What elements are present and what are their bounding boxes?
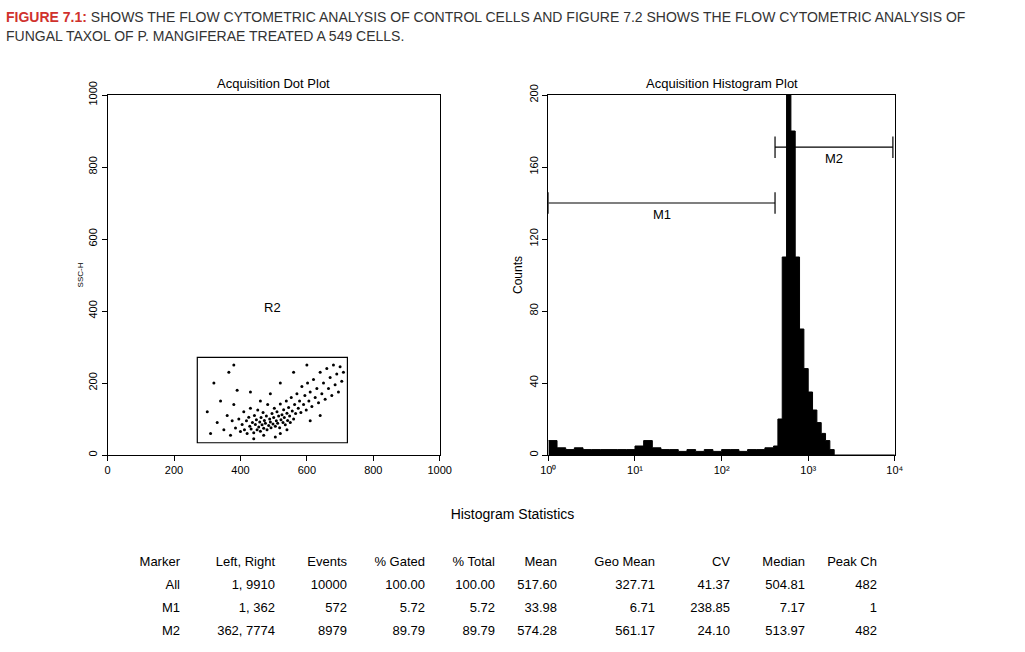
html-text:7.17: 7.17 (779, 600, 805, 615)
html-text:41.37: 41.37 (697, 577, 730, 592)
html-text:M2: M2 (161, 623, 180, 638)
svg-text:M1: M1 (653, 207, 671, 222)
html-text:Histogram Statistics: Histogram Statistics (450, 506, 575, 522)
html-text:8979: 8979 (318, 623, 347, 638)
html-text:6.71: 6.71 (629, 600, 655, 615)
svg-text:0: 0 (528, 450, 540, 456)
svg-text:0: 0 (87, 450, 99, 456)
svg-text:10⁰: 10⁰ (540, 464, 556, 476)
html-text:FIGURE 7.1: SHOWS THE FLOW CYT: FIGURE 7.1: SHOWS THE FLOW CYTOMETRIC AN… (6, 9, 966, 44)
html-text:1, 362: 1, 362 (238, 600, 275, 615)
html-text:5.72: 5.72 (469, 600, 495, 615)
html-text:Events: Events (307, 554, 347, 569)
html-text:Left, Right: Left, Right (215, 554, 275, 569)
svg-text:200: 200 (87, 372, 99, 390)
svg-text:R2: R2 (264, 300, 281, 315)
html-text:Marker: Marker (139, 554, 180, 569)
svg-text:Counts: Counts (511, 256, 525, 294)
html-text:Peak Ch: Peak Ch (827, 554, 877, 569)
html-text:561.17: 561.17 (615, 623, 655, 638)
html-text:100.00: 100.00 (385, 577, 425, 592)
svg-text:10¹: 10¹ (627, 464, 643, 476)
svg-text:10⁴: 10⁴ (886, 464, 903, 476)
svg-text:800: 800 (364, 464, 382, 476)
html-text:327.71: 327.71 (615, 577, 655, 592)
html-text:504.81: 504.81 (765, 577, 805, 592)
svg-text:0: 0 (105, 464, 111, 476)
html-text:% Total: % Total (452, 554, 495, 569)
svg-text:40: 40 (528, 375, 540, 387)
svg-text:160: 160 (528, 156, 540, 174)
html-text:100.00: 100.00 (455, 577, 495, 592)
svg-text:80: 80 (528, 303, 540, 315)
svg-text:200: 200 (165, 464, 183, 476)
html-text:10000: 10000 (310, 577, 347, 592)
html-text:482: 482 (855, 623, 877, 638)
svg-text:600: 600 (87, 228, 99, 246)
html-text:238.85: 238.85 (690, 600, 730, 615)
html-text:1: 1 (869, 600, 877, 615)
html-text:24.10: 24.10 (697, 623, 730, 638)
html-text:517.60: 517.60 (517, 577, 557, 592)
svg-text:400: 400 (87, 300, 99, 318)
html-text:1, 9910: 1, 9910 (231, 577, 275, 592)
html-text:Median: Median (762, 554, 805, 569)
svg-text:Acquisition Dot Plot: Acquisition Dot Plot (217, 76, 330, 91)
html-text:CV: CV (711, 554, 730, 569)
html-text:362, 7774: 362, 7774 (217, 623, 275, 638)
html-text:% Gated: % Gated (374, 554, 425, 569)
html-text:Geo Mean: Geo Mean (594, 554, 655, 569)
svg-text:120: 120 (528, 228, 540, 246)
svg-text:400: 400 (231, 464, 249, 476)
svg-text:600: 600 (298, 464, 316, 476)
svg-text:Acquisition Histogram Plot: Acquisition Histogram Plot (646, 76, 798, 91)
html-text:All: All (165, 577, 180, 592)
html-text:482: 482 (855, 577, 877, 592)
svg-text:1000: 1000 (427, 464, 451, 476)
html-text:5.72: 5.72 (399, 600, 425, 615)
svg-text:10²: 10² (714, 464, 730, 476)
html-text:Mean: Mean (524, 554, 557, 569)
html-text:89.79: 89.79 (392, 623, 425, 638)
html-text:M1: M1 (161, 600, 180, 615)
html-text:33.98: 33.98 (524, 600, 557, 615)
svg-text:SSC-H: SSC-H (76, 262, 85, 287)
svg-text:1000: 1000 (87, 81, 99, 105)
html-text:574.28: 574.28 (517, 623, 557, 638)
html-text:513.97: 513.97 (765, 623, 805, 638)
svg-text:10³: 10³ (800, 464, 816, 476)
html-text:89.79: 89.79 (462, 623, 495, 638)
svg-text:800: 800 (87, 156, 99, 174)
html-text:572: 572 (325, 600, 347, 615)
svg-text:200: 200 (528, 84, 540, 102)
svg-text:M2: M2 (825, 151, 843, 166)
